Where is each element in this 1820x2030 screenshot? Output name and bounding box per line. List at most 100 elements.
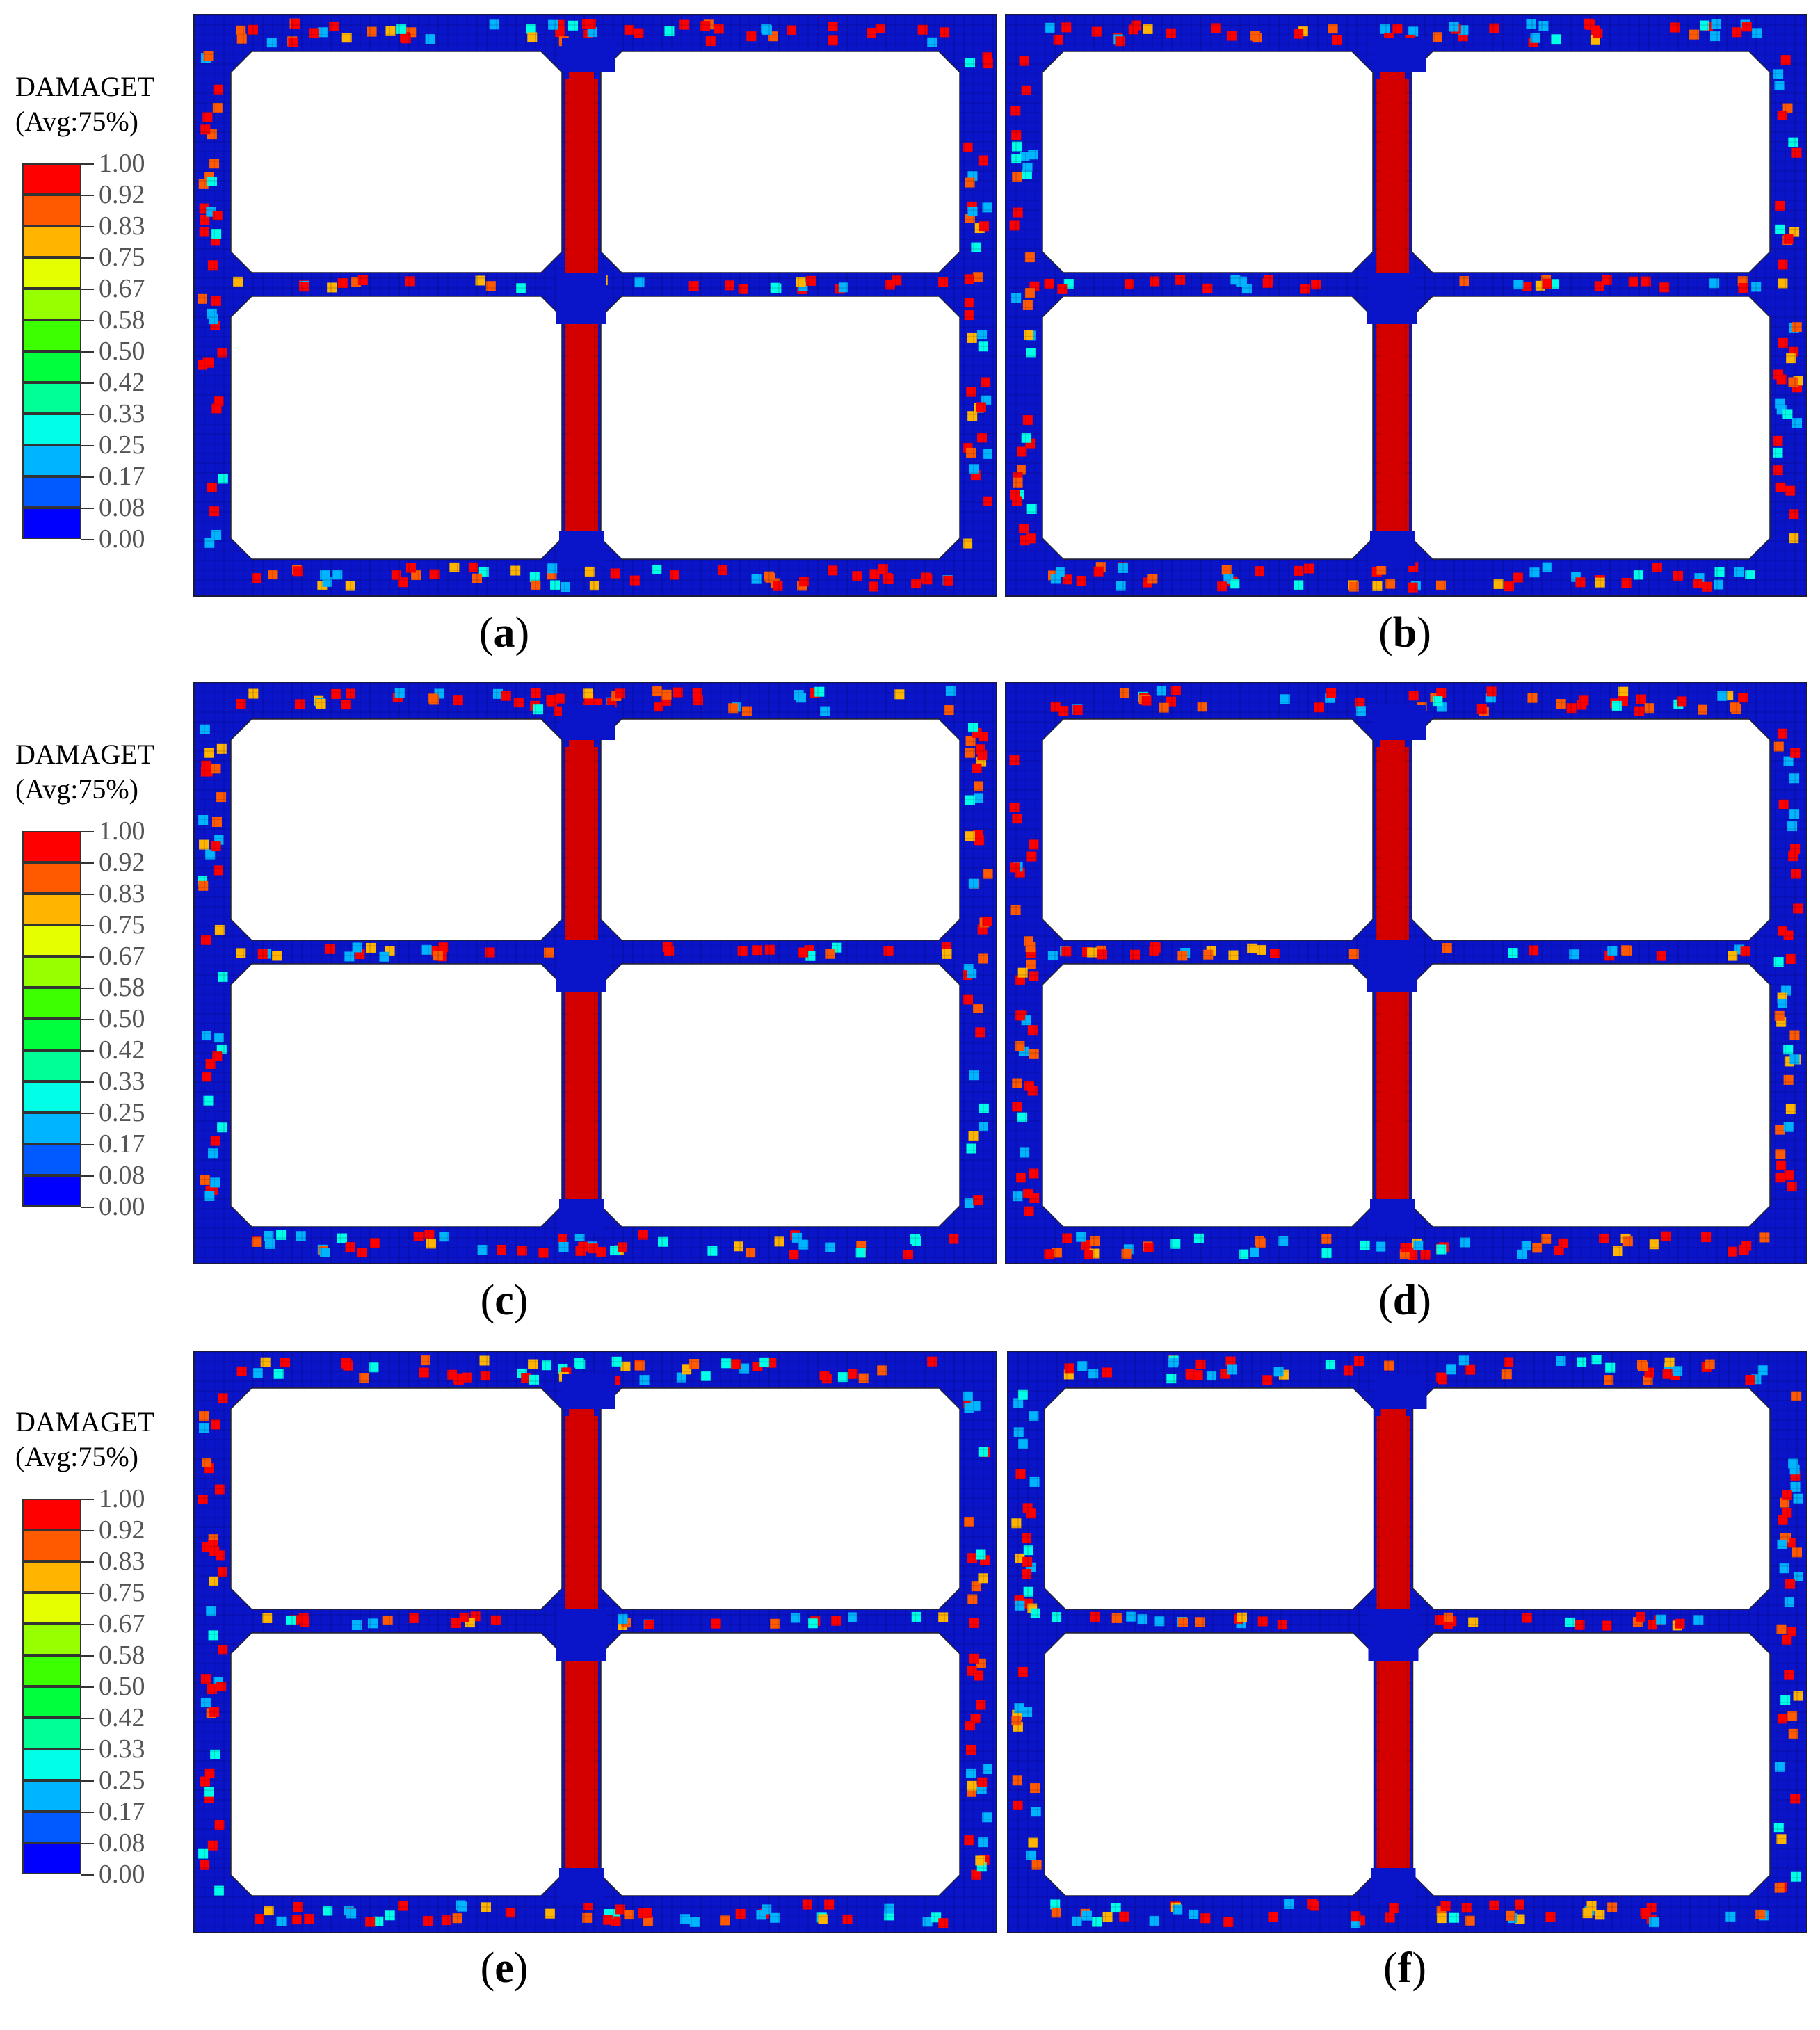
column-capital-mid: [1367, 940, 1417, 992]
damaged-column-upper: [569, 72, 594, 273]
legend-swatch: [22, 894, 81, 925]
legend-title: DAMAGET: [15, 1406, 154, 1437]
damage-element: [1793, 903, 1803, 914]
damage-element: [1012, 1078, 1022, 1088]
legend-tick: [81, 1081, 94, 1083]
damage-element: [214, 924, 225, 935]
damage-element: [1693, 579, 1703, 589]
legend-tick: [81, 894, 94, 895]
damage-element: [799, 577, 810, 587]
box-opening: [1042, 296, 1374, 560]
damage-element: [1166, 1374, 1177, 1384]
damaged-column-lower: [569, 324, 594, 531]
damage-element: [878, 564, 888, 574]
damage-element: [531, 688, 541, 698]
damage-element: [966, 1143, 976, 1154]
damage-element: [972, 763, 982, 773]
column-capital-top: [1373, 38, 1426, 72]
legend-tick-label: 1.00: [99, 816, 145, 846]
damage-element: [770, 1912, 780, 1923]
damage-element: [741, 706, 752, 716]
damage-element: [1791, 1391, 1802, 1401]
legend-subtitle: (Avg:75%): [15, 1441, 138, 1472]
damage-element: [359, 1373, 369, 1383]
damage-element: [212, 211, 223, 221]
damage-element: [236, 698, 246, 709]
damage-element: [1249, 1247, 1259, 1257]
box-opening: [230, 718, 563, 941]
damage-element: [1774, 1010, 1785, 1021]
damage-element: [967, 1780, 977, 1791]
damage-element: [200, 1674, 211, 1684]
damage-element: [1028, 1837, 1038, 1848]
damage-element: [964, 1835, 974, 1846]
damage-element: [1757, 1365, 1768, 1376]
damage-element: [1782, 1490, 1792, 1500]
damage-element: [688, 281, 699, 291]
legend-title: DAMAGET: [15, 739, 154, 770]
damage-element: [658, 1236, 668, 1247]
damage-element: [1775, 224, 1785, 234]
damage-element: [1780, 1695, 1791, 1705]
damage-element: [974, 781, 984, 791]
damage-element: [1022, 1556, 1033, 1567]
damage-element: [802, 1899, 812, 1910]
caption-c: (c): [480, 1277, 529, 1324]
damage-element: [207, 482, 217, 492]
damage-element: [1118, 563, 1128, 573]
damage-element: [966, 1768, 976, 1778]
damage-element: [1019, 56, 1029, 66]
damage-element: [200, 935, 211, 945]
damage-element: [1076, 576, 1086, 586]
damage-element: [299, 282, 309, 292]
damage-element: [1029, 1168, 1039, 1179]
damage-element: [1599, 1233, 1609, 1243]
damage-element: [1545, 1912, 1556, 1922]
damage-element: [1012, 172, 1022, 183]
legend-tick: [81, 831, 94, 832]
damage-element: [1047, 951, 1058, 961]
damage-element: [1273, 1367, 1284, 1377]
damage-element: [1773, 1823, 1784, 1833]
damage-element: [1752, 28, 1762, 38]
legend-tick: [81, 508, 94, 509]
damage-element: [1445, 1364, 1456, 1375]
damage-element: [791, 1613, 801, 1623]
legend-tick-label: 0.50: [99, 337, 145, 366]
damage-element: [218, 1393, 228, 1403]
damage-element: [1436, 688, 1447, 698]
legend-swatch: [22, 1144, 81, 1175]
damage-element: [1709, 278, 1720, 289]
damage-element: [892, 275, 902, 286]
damage-element: [1741, 22, 1752, 32]
damage-element: [1284, 1899, 1294, 1909]
damage-element: [1307, 1899, 1318, 1909]
damage-element: [1782, 409, 1793, 419]
damage-element: [1351, 1911, 1361, 1922]
damage-element: [938, 1612, 949, 1622]
damage-element: [1084, 1249, 1094, 1259]
damage-element: [978, 1573, 988, 1584]
damage-element: [1788, 1458, 1798, 1469]
damage-element: [911, 1611, 921, 1622]
damage-element: [762, 25, 772, 35]
damage-element: [1015, 1553, 1025, 1563]
damage-element: [978, 1447, 988, 1457]
damage-element: [1015, 1040, 1025, 1051]
damage-element: [1348, 949, 1359, 959]
damage-element: [1012, 1102, 1022, 1112]
damage-element: [1300, 284, 1310, 294]
damage-element: [210, 1419, 220, 1430]
contour-panel-e: [193, 1351, 997, 1933]
damage-element: [1250, 31, 1261, 41]
damage-element: [1673, 570, 1683, 581]
caption-e: (e): [480, 1944, 529, 1992]
damage-element: [1522, 281, 1532, 291]
damage-element: [1408, 1250, 1418, 1260]
damage-element: [1223, 1917, 1234, 1927]
damage-element: [382, 1615, 393, 1625]
damage-element: [505, 1908, 515, 1918]
damage-element: [1790, 748, 1801, 758]
damage-element: [1755, 1909, 1766, 1919]
damage-element: [969, 1653, 979, 1664]
